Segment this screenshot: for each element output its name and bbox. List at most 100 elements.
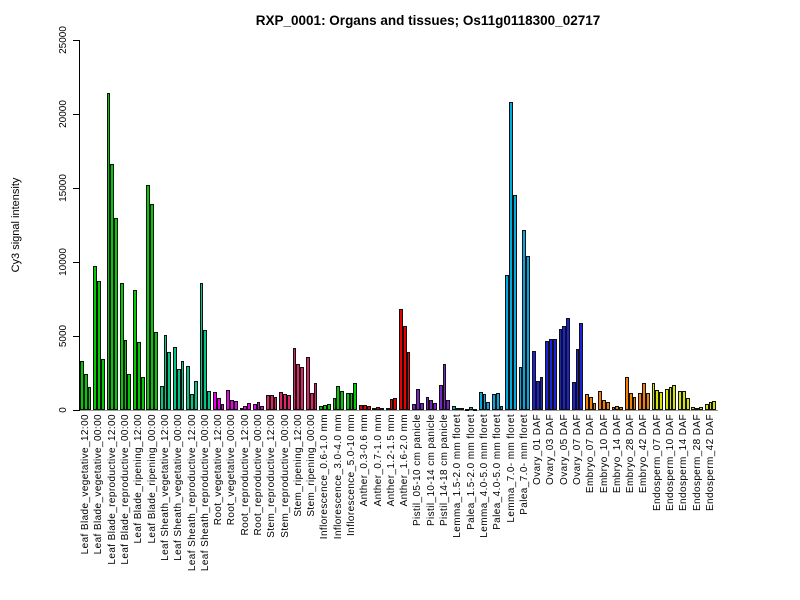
bar (266, 395, 270, 410)
x-axis-label: Leaf Sheath_reproductive_00:00 (199, 414, 211, 572)
bar (619, 407, 624, 410)
x-axis-label: Lemma_4.0-5.0 mm floret (478, 414, 490, 538)
bar (167, 351, 172, 410)
x-axis-label: Leaf Sheath_reproductive_12:00 (186, 414, 198, 572)
bar (459, 408, 464, 411)
x-axis-label: Root_reproductive_00:00 (252, 414, 264, 536)
x-axis-label: Leaf Blade_reproductive_12:00 (106, 414, 118, 565)
bar (186, 366, 191, 410)
x-axis-label: Embryo_28 DAF (625, 414, 637, 494)
x-axis-label: Inflorescence_5.0-10 mm (346, 414, 358, 537)
y-tick (73, 409, 79, 411)
bar (146, 185, 151, 410)
bar (226, 390, 230, 410)
y-tick (73, 335, 79, 337)
bar (349, 393, 354, 410)
x-axis-label: Ovary_05 DAF (558, 414, 570, 485)
bar (393, 398, 398, 410)
bar (678, 391, 682, 410)
bar (212, 391, 217, 410)
x-axis-label: Palea_7.0- mm floret (518, 414, 530, 515)
bar (588, 397, 593, 410)
y-axis-label: Cy3 signal intensity (10, 177, 22, 273)
x-axis-label: Embryo_42 DAF (638, 414, 650, 494)
y-tick-label: 0 (58, 407, 69, 413)
x-axis-label: Stem_ripening_00:00 (306, 414, 318, 517)
bar (545, 341, 549, 410)
x-axis-label: Leaf Blade_vegetative_12:00 (80, 414, 92, 555)
bar (495, 393, 500, 410)
x-axis-label: Leaf Blade_ripening_00:00 (146, 414, 158, 544)
x-axis-label: Leaf Blade_vegetative_00:00 (93, 414, 105, 555)
bar (535, 380, 540, 410)
bar (651, 382, 656, 410)
bar (566, 318, 570, 410)
bar (638, 393, 643, 410)
bar (672, 384, 677, 410)
y-tick-label: 15000 (58, 174, 69, 202)
x-axis-label: Lemma_1.5-2.0 mm floret (452, 414, 464, 538)
x-axis-label: Palea_1.5-2.0 mm floret (465, 414, 477, 530)
bar (154, 331, 158, 410)
bar (190, 394, 194, 410)
x-axis-label: Ovary_03 DAF (545, 414, 557, 485)
bar (332, 398, 337, 410)
bar (319, 406, 324, 410)
bar (313, 383, 318, 410)
x-axis-label: Lemma_7.0- mm floret (505, 414, 517, 523)
bar (645, 393, 650, 410)
x-axis-label: Root_vegetative_12:00 (213, 414, 225, 526)
bar (269, 395, 274, 410)
bar (406, 352, 411, 410)
bar (531, 350, 536, 410)
bar (252, 404, 257, 410)
bar (233, 400, 238, 410)
y-tick-label: 25000 (58, 26, 69, 54)
bar (380, 407, 384, 410)
bar (592, 402, 597, 410)
bar (571, 381, 576, 410)
bar (119, 282, 124, 410)
bar (279, 391, 284, 410)
bar (100, 358, 105, 410)
x-axis-label: Anther_0.3-0.6 mm (359, 414, 371, 507)
bar (642, 383, 646, 410)
bar (558, 328, 563, 410)
bar (180, 361, 185, 410)
bar (505, 275, 510, 410)
bar (455, 407, 460, 410)
bar (442, 364, 447, 410)
x-axis-label: Inflorescence_0.6-1.0 mm (319, 414, 331, 540)
bar (114, 217, 118, 410)
bar (469, 407, 474, 410)
x-axis-label: Embryo_14 DAF (611, 414, 623, 494)
bar (220, 404, 225, 410)
bar (230, 399, 234, 410)
bar (492, 394, 496, 410)
bar (372, 407, 377, 410)
x-axis-label: Embryo_07 DAF (585, 414, 597, 494)
bar (509, 102, 513, 410)
chart-title: RXP_0001: Organs and tissues; Os11g01183… (255, 13, 601, 28)
bar (336, 386, 341, 410)
x-axis-label: Leaf Sheath_vegetative_00:00 (173, 414, 185, 561)
x-axis-label: Stem_reproductive_00:00 (279, 414, 291, 538)
bar (309, 392, 314, 410)
bar (106, 93, 111, 410)
bar (438, 384, 443, 410)
bar (579, 322, 584, 410)
x-axis-label: Anther_0.7-1.0 mm (372, 414, 384, 507)
bar (140, 376, 145, 410)
bar (419, 403, 424, 410)
bar (433, 403, 437, 410)
bar (704, 403, 709, 410)
bar (199, 283, 204, 410)
bar (256, 401, 261, 410)
bar (176, 368, 181, 410)
bar (173, 346, 177, 410)
x-axis-label: Pistil_05-10 cm panicle (412, 414, 424, 527)
bar (712, 400, 717, 410)
bar (345, 393, 350, 410)
bar (93, 266, 98, 410)
bar (159, 385, 164, 410)
